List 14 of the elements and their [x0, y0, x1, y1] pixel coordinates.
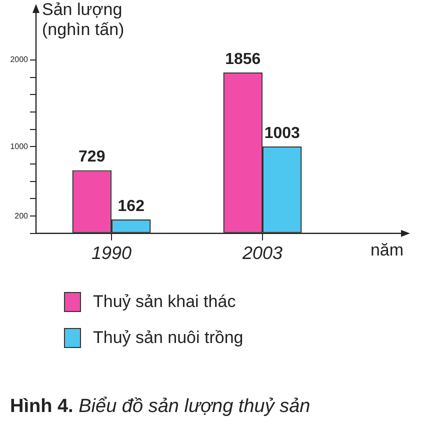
y-tick-label: 200 — [14, 211, 29, 220]
y-tick-label: 2000 — [10, 55, 29, 64]
legend-label: Thuỷ sản nuôi trồng — [93, 328, 244, 348]
text: Hình 4. Biểu đồ sản lượng thuỷ sản — [10, 396, 310, 417]
x-tick-label: 1990 — [91, 243, 132, 264]
x-axis-title: năm — [370, 240, 404, 260]
x-tick-label: 2003 — [241, 243, 283, 264]
data-label: 162 — [118, 198, 145, 215]
legend-label: Thuỷ sản khai thác — [93, 292, 236, 312]
data-label: 1856 — [225, 50, 261, 68]
data-label: 729 — [78, 148, 106, 166]
data-label: 1003 — [264, 124, 300, 142]
y-tick-label: 1000 — [10, 142, 29, 151]
y-axis-title: Sản lượng (nghìn tấn) — [42, 0, 124, 40]
